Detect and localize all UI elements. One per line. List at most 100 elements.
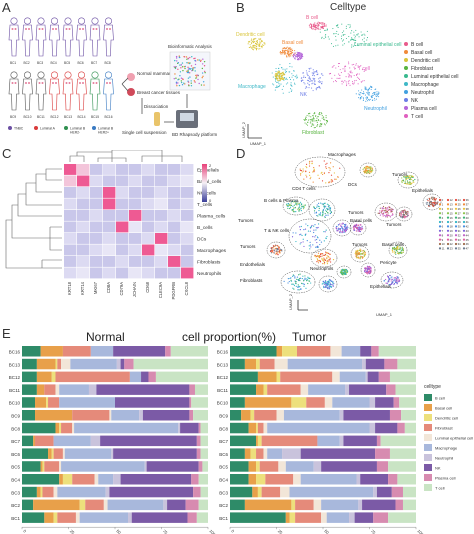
tumor-bar-segment	[397, 358, 416, 370]
heatmap-cell	[64, 164, 77, 175]
legend-swatch	[446, 247, 450, 250]
heatmap-cell	[168, 187, 181, 198]
normal-bar-segment	[189, 410, 194, 421]
tumor-bar-segment	[376, 435, 381, 447]
normal-bar-segment	[70, 358, 117, 370]
normal-bar-segment	[133, 358, 208, 370]
cluster-label-tumors_top: Tumors	[392, 172, 408, 177]
normal-bar-segment	[22, 448, 49, 459]
tumor-bar-segment	[289, 486, 374, 498]
normal-bar-segment	[141, 371, 149, 383]
normal-bar-segment	[22, 435, 34, 447]
tumor-bar-segment	[244, 499, 292, 511]
legend-swatch	[438, 238, 442, 241]
x-tick-label: 75	[162, 528, 169, 534]
tumor-bar-segment	[365, 358, 385, 370]
legend-label: 19	[450, 229, 454, 233]
sample-label: BC4	[219, 478, 228, 483]
normal-bar-segment	[44, 461, 60, 472]
legend-swatch	[404, 50, 408, 54]
tumor-bar-segment	[395, 384, 416, 395]
umap-cluster	[300, 67, 324, 92]
tumor-bar-segment	[375, 448, 390, 459]
heatmap-cell	[129, 175, 142, 187]
normal-bar-segment	[109, 486, 194, 498]
figure-id-label: BC6	[78, 61, 84, 65]
tumor-bar-segment	[375, 422, 398, 434]
umap-cluster	[388, 241, 408, 259]
normal-bar-segment	[111, 410, 140, 421]
umap-cluster	[271, 63, 299, 94]
colorbar-max-label: 2	[209, 163, 212, 168]
tumor-bar-segment	[296, 346, 331, 357]
normal-bar-segment	[59, 397, 115, 408]
normal-bar-segment	[57, 358, 62, 370]
legend-label: 38	[466, 207, 470, 211]
normal-bar-segment	[111, 448, 114, 459]
normal-bar-segment	[62, 448, 65, 459]
body-figures-row1	[8, 17, 114, 57]
legend-swatch	[438, 225, 442, 228]
normal-bar-segment	[202, 461, 208, 472]
legend-label: Neutrophil	[411, 90, 434, 96]
heatmap-cell	[155, 210, 168, 221]
legend-label: 42	[466, 225, 470, 229]
heatmap-cell	[142, 164, 155, 175]
tumor-bar-segment	[388, 474, 398, 485]
legend-label: 7	[442, 229, 444, 233]
legend-label: 28	[458, 216, 462, 220]
normal-bar-segment	[90, 435, 101, 447]
legend-label: 39	[466, 211, 470, 215]
legend-label: Luminal epithelial cell	[435, 436, 473, 441]
body-figure	[35, 17, 47, 57]
heatmap-cell	[64, 233, 77, 244]
normal-bar-segment	[55, 358, 58, 370]
figure-id-label: BC1	[10, 61, 16, 65]
tumor-bar-segment	[280, 486, 290, 498]
cluster-outline	[282, 196, 310, 216]
legend-label: 3	[442, 211, 444, 215]
heatmap-cell	[181, 175, 194, 187]
heatmap-col-label: CD8A	[106, 282, 111, 293]
heatmap-cell	[155, 244, 168, 256]
legend-swatch	[438, 229, 442, 232]
x-tick-label: 25	[277, 528, 284, 534]
umap-cluster	[282, 196, 310, 216]
legend-swatch	[462, 220, 466, 224]
panel-label-c: C	[2, 146, 12, 161]
heatmap-cell	[90, 233, 103, 244]
normal-bar-segment	[178, 422, 181, 434]
legend-swatch	[404, 58, 408, 62]
normal-bar-segment	[35, 397, 47, 408]
legend-swatch	[404, 98, 408, 102]
legend-label: Luminal B HER2+	[98, 127, 114, 135]
legend-swatch	[424, 394, 432, 401]
umap-cluster	[308, 21, 327, 31]
legend-swatch	[438, 247, 442, 250]
legend-swatch	[462, 247, 466, 250]
tumor-bar-segment	[300, 384, 309, 395]
legend-label: T cell	[411, 114, 423, 120]
tumor-bar-segment	[365, 371, 368, 383]
sample-label: BC3	[219, 490, 228, 495]
x-tick-label: 50	[115, 528, 122, 534]
normal-bar-segment	[148, 371, 156, 383]
tumor-bar-segment	[244, 358, 257, 370]
legend-swatch	[446, 242, 450, 246]
heatmap-col-label: CLEC9A	[158, 282, 163, 298]
normal-bar-segment	[51, 371, 56, 383]
heatmap-cell	[155, 256, 168, 267]
panel-label-b: B	[236, 0, 245, 15]
tumor-bar-segment	[267, 422, 370, 434]
body-figure	[103, 71, 114, 111]
figure-id-label: BC2	[24, 61, 30, 65]
body-figure	[22, 17, 33, 57]
umap-cluster	[308, 198, 336, 222]
legend-swatch	[438, 203, 442, 206]
normal-bar-segment	[57, 512, 76, 523]
tumor-bar-segment	[257, 486, 262, 498]
cluster-label-nk: NK	[300, 92, 308, 98]
x-tick-label: 25	[69, 528, 76, 534]
tumor-bar-segment	[263, 448, 268, 459]
tumor-bar-segment	[248, 422, 257, 434]
